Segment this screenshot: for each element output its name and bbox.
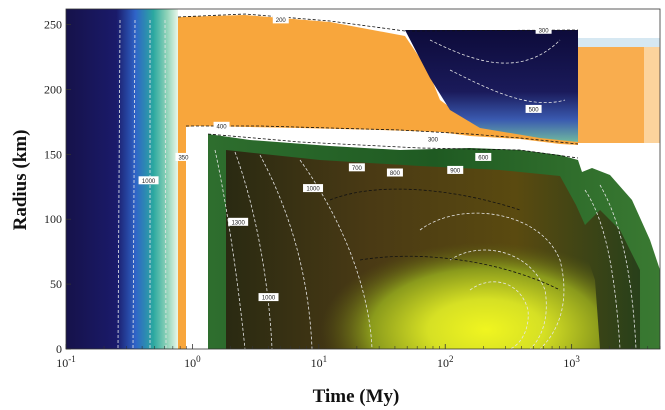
y-tick-label: 50 [50, 277, 62, 291]
x-tick-label: 100 [184, 354, 201, 370]
contour-label-bg [475, 152, 492, 161]
contour-label-bg [424, 134, 441, 143]
contour-label: 1000 [262, 296, 276, 302]
boundary-lines [177, 13, 579, 291]
contour-label: 500 [529, 107, 540, 113]
contour-label: 800 [390, 171, 401, 177]
contour-label-bg [175, 152, 192, 161]
contour-label-bg [228, 217, 249, 226]
contour-label: 300 [428, 137, 439, 143]
contour-label-bg [303, 184, 324, 193]
orange-shell-region [178, 15, 578, 349]
contour-label: 1000 [142, 179, 156, 185]
white-gap-column [186, 131, 208, 349]
contour-label: 600 [478, 155, 489, 161]
contour-label-bg [447, 165, 464, 174]
contour-label: 400 [217, 124, 228, 130]
y-tick-label: 100 [44, 212, 62, 226]
upper-right-cold-region [405, 30, 578, 142]
right-edge-shade [644, 47, 660, 143]
y-tick-label: 0 [56, 342, 62, 356]
contour-label: 900 [450, 168, 461, 174]
contour-label-bg [213, 121, 230, 130]
contour-label-bg [138, 176, 159, 185]
contour-label: 1300 [231, 220, 245, 226]
x-tick-label: 10-1 [56, 354, 76, 370]
contour-label-bg [258, 293, 279, 302]
x-axis: 10-1 100 101 102 103 [56, 344, 661, 370]
x-tick-label: 101 [311, 354, 328, 370]
contour-label-bg [272, 15, 289, 24]
contour-label: 1000 [306, 187, 320, 193]
contour-label: 200 [276, 18, 287, 24]
y-axis: 0 50 100 150 200 250 [44, 18, 71, 356]
contour-label-bg [535, 25, 552, 34]
x-axis-label: Time (My) [313, 386, 400, 407]
contour-label-bg [348, 163, 365, 172]
contour-label-bg [525, 104, 542, 113]
contour-label-bg [386, 168, 403, 177]
y-tick-label: 250 [44, 18, 62, 32]
plot-frame [65, 8, 661, 350]
contour-label: 700 [352, 166, 363, 172]
contour-labels: 200 300 500 400 300 350 600 700 800 900 1000 1000 13… [138, 15, 552, 302]
contour-label: 350 [178, 155, 189, 161]
late-pale-strip [578, 38, 660, 47]
cold-outer-band [66, 9, 178, 349]
x-tick-label: 102 [437, 354, 454, 370]
y-tick-label: 200 [44, 82, 62, 96]
contour-label: 300 [539, 28, 550, 34]
core-hot-spot [300, 190, 600, 349]
x-tick-label: 103 [563, 354, 580, 370]
y-tick-label: 150 [44, 147, 62, 161]
y-axis-label: Radius (km) [10, 130, 31, 231]
